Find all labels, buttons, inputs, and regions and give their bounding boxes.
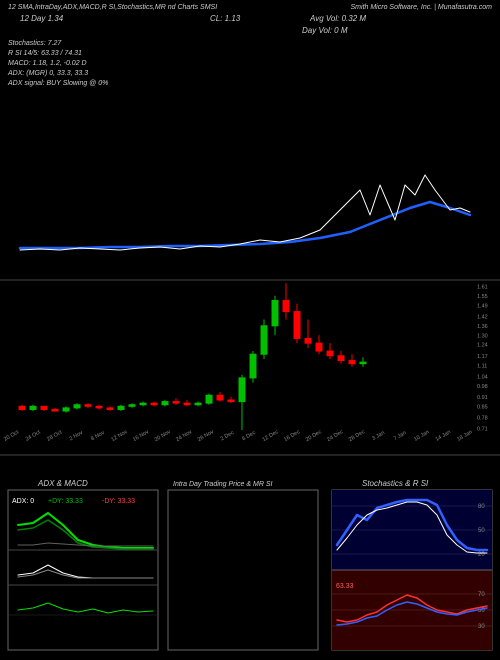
svg-text:7 Jan: 7 Jan — [393, 430, 408, 442]
svg-text:20 Dec: 20 Dec — [305, 429, 323, 443]
svg-text:1.61: 1.61 — [477, 284, 488, 290]
svg-text:1.55: 1.55 — [477, 294, 488, 300]
svg-text:+DY: 33.33: +DY: 33.33 — [48, 498, 83, 505]
svg-text:2 Dec: 2 Dec — [220, 430, 236, 443]
header-stoch: Stochastics: 7.27 — [8, 40, 61, 47]
svg-text:Intra Day Trading Price & MR: Intra Day Trading Price & MR SI — [173, 481, 273, 488]
svg-text:-DY: 33.33: -DY: 33.33 — [102, 498, 135, 505]
svg-text:20 Nov: 20 Nov — [154, 429, 172, 443]
header-12day: 12 Day 1.34 — [20, 14, 63, 23]
header-indicators: 12 SMA,IntraDay,ADX,MACD,R SI,Stochastic… — [8, 4, 217, 11]
svg-text:1.24: 1.24 — [477, 343, 488, 349]
svg-text:ADX: 0: ADX: 0 — [12, 498, 34, 505]
svg-text:1.36: 1.36 — [477, 324, 488, 330]
svg-text:0.78: 0.78 — [477, 415, 488, 421]
svg-text:28 Nov: 28 Nov — [197, 429, 215, 443]
svg-text:0.85: 0.85 — [477, 404, 488, 410]
svg-text:2 Nov: 2 Nov — [69, 430, 85, 443]
header-adx-signal: ADX signal: BUY Slowing @ 0% — [8, 80, 108, 87]
svg-text:0.71: 0.71 — [477, 426, 488, 432]
header-macd: MACD: 1.18, 1.2, -0.02 D — [8, 60, 87, 67]
svg-text:1.42: 1.42 — [477, 314, 488, 320]
header-avgvol: Avg Vol: 0.32 M — [310, 14, 366, 23]
header-rsi: R SI 14/5: 63.33 / 74.31 — [8, 50, 82, 57]
chart-canvas: 1.61 1.55 1.49 1.42 1.36 1.30 1.24 1.17 1.11 1.04… — [0, 0, 500, 660]
svg-text:14 Jan: 14 Jan — [435, 429, 452, 442]
svg-text:28 Dec: 28 Dec — [348, 429, 366, 443]
header-close: CL: 1.13 — [210, 14, 240, 23]
svg-text:3 Jan: 3 Jan — [371, 430, 386, 442]
svg-text:Stochastics & R SI: Stochastics & R SI — [362, 479, 429, 488]
svg-text:50: 50 — [478, 528, 485, 534]
svg-text:12 Dec: 12 Dec — [262, 429, 280, 443]
header-company: Smith Micro Software, Inc. | Munafasutra… — [351, 4, 492, 11]
svg-text:80: 80 — [478, 504, 485, 510]
svg-text:30: 30 — [478, 624, 485, 630]
svg-text:1.04: 1.04 — [477, 374, 488, 380]
svg-text:8 Nov: 8 Nov — [90, 430, 106, 443]
svg-text:1.17: 1.17 — [477, 354, 488, 360]
svg-text:24 Nov: 24 Nov — [175, 429, 193, 443]
svg-text:1.49: 1.49 — [477, 303, 488, 309]
header-dayvol: Day Vol: 0 M — [302, 26, 348, 35]
svg-text:1.30: 1.30 — [477, 333, 488, 339]
svg-text:28 Oct: 28 Oct — [46, 429, 63, 443]
svg-text:63.33: 63.33 — [336, 583, 354, 590]
svg-text:20 Oct: 20 Oct — [3, 429, 20, 443]
svg-text:0.98: 0.98 — [477, 384, 488, 390]
svg-text:16 Nov: 16 Nov — [132, 429, 150, 443]
svg-text:0.91: 0.91 — [477, 395, 488, 401]
svg-text:16 Dec: 16 Dec — [283, 429, 301, 443]
svg-text:70: 70 — [478, 592, 485, 598]
svg-text:10 Jan: 10 Jan — [413, 429, 430, 442]
svg-text:18 Jan: 18 Jan — [456, 429, 473, 442]
svg-text:1.11: 1.11 — [477, 363, 487, 369]
svg-text:24 Oct: 24 Oct — [25, 429, 42, 443]
svg-text:ADX & MACD: ADX & MACD — [37, 479, 88, 488]
svg-text:12 Nov: 12 Nov — [110, 429, 128, 443]
svg-text:8 Dec: 8 Dec — [241, 430, 257, 443]
header-adx: ADX: (MGR) 0, 33.3, 33.3 — [8, 70, 88, 77]
svg-text:24 Dec: 24 Dec — [326, 429, 344, 443]
